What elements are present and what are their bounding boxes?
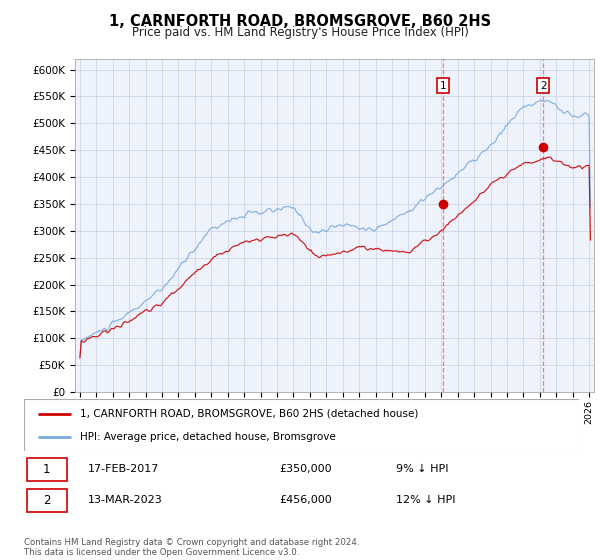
Text: 1: 1 [43, 463, 50, 476]
Text: 13-MAR-2023: 13-MAR-2023 [88, 495, 163, 505]
Text: 1, CARNFORTH ROAD, BROMSGROVE, B60 2HS: 1, CARNFORTH ROAD, BROMSGROVE, B60 2HS [109, 14, 491, 29]
Text: 12% ↓ HPI: 12% ↓ HPI [396, 495, 455, 505]
Text: £456,000: £456,000 [280, 495, 332, 505]
Text: £350,000: £350,000 [280, 464, 332, 474]
Text: HPI: Average price, detached house, Bromsgrove: HPI: Average price, detached house, Brom… [79, 432, 335, 442]
Bar [27, 458, 67, 482]
Bar [27, 488, 67, 512]
Text: 1, CARNFORTH ROAD, BROMSGROVE, B60 2HS (detached house): 1, CARNFORTH ROAD, BROMSGROVE, B60 2HS (… [79, 409, 418, 419]
Text: 2: 2 [43, 493, 50, 507]
Text: Contains HM Land Registry data © Crown copyright and database right 2024.
This d: Contains HM Land Registry data © Crown c… [24, 538, 359, 557]
Text: 17-FEB-2017: 17-FEB-2017 [88, 464, 159, 474]
Text: 1: 1 [440, 81, 446, 91]
Text: 9% ↓ HPI: 9% ↓ HPI [396, 464, 448, 474]
Text: 2: 2 [540, 81, 547, 91]
Text: Price paid vs. HM Land Registry's House Price Index (HPI): Price paid vs. HM Land Registry's House … [131, 26, 469, 39]
